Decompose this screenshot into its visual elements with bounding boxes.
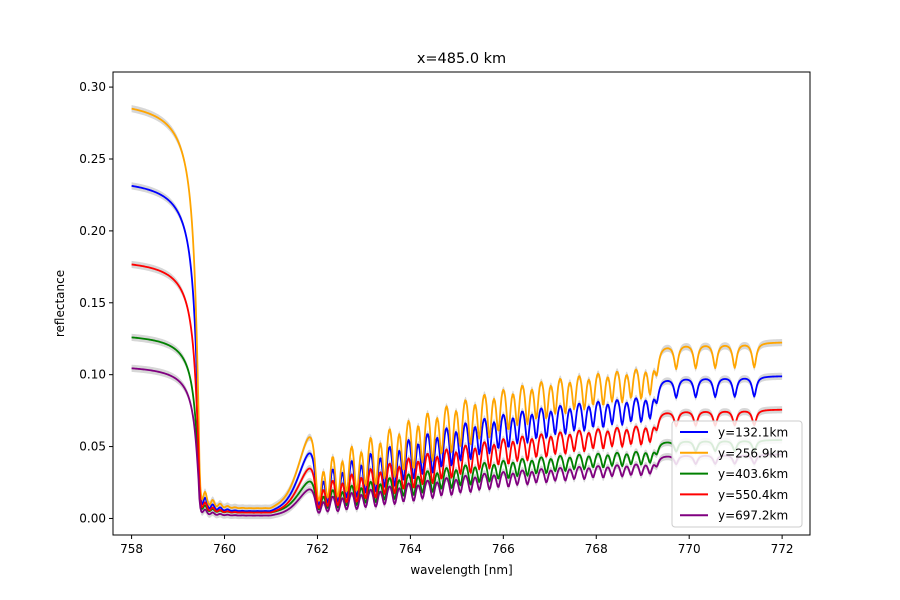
x-tick-label: 764 xyxy=(399,542,422,556)
y-axis: 0.00 0.05 0.10 0.15 0.20 0.25 0.30 xyxy=(79,80,113,525)
y-tick-label: 0.20 xyxy=(79,224,106,238)
legend: y=132.1km y=256.9km y=403.6km y=550.4km y=69… xyxy=(671,420,803,528)
series-line xyxy=(131,184,783,513)
series-line xyxy=(131,107,783,510)
series-line xyxy=(131,263,783,514)
axes-frame xyxy=(112,71,811,536)
y-tick-label: 0.05 xyxy=(79,440,106,454)
y-tick-label: 0.00 xyxy=(79,511,106,525)
x-tick-label: 760 xyxy=(213,542,236,556)
legend-label: y=256.9km xyxy=(718,446,788,460)
x-axis: 758 760 762 764 766 768 770 772 xyxy=(120,535,794,556)
legend-label: y=403.6km xyxy=(718,467,788,481)
y-axis-label: reflectance xyxy=(53,270,67,337)
x-tick-label: 758 xyxy=(120,542,143,556)
x-tick-label: 768 xyxy=(585,542,608,556)
chart-title: x=485.0 km xyxy=(417,51,506,67)
y-tick-label: 0.15 xyxy=(79,296,106,310)
x-tick-label: 772 xyxy=(771,542,794,556)
x-tick-label: 766 xyxy=(492,542,515,556)
x-tick-label: 762 xyxy=(306,542,329,556)
y-tick-label: 0.30 xyxy=(79,80,106,94)
legend-label: y=550.4km xyxy=(718,488,788,502)
legend-box xyxy=(671,420,803,528)
x-axis-label: wavelength [nm] xyxy=(410,563,512,577)
y-tick-label: 0.10 xyxy=(79,368,106,382)
legend-label: y=697.2km xyxy=(718,509,788,523)
x-tick-label: 770 xyxy=(678,542,701,556)
legend-label: y=132.1km xyxy=(718,426,788,440)
y-tick-label: 0.25 xyxy=(79,152,106,166)
